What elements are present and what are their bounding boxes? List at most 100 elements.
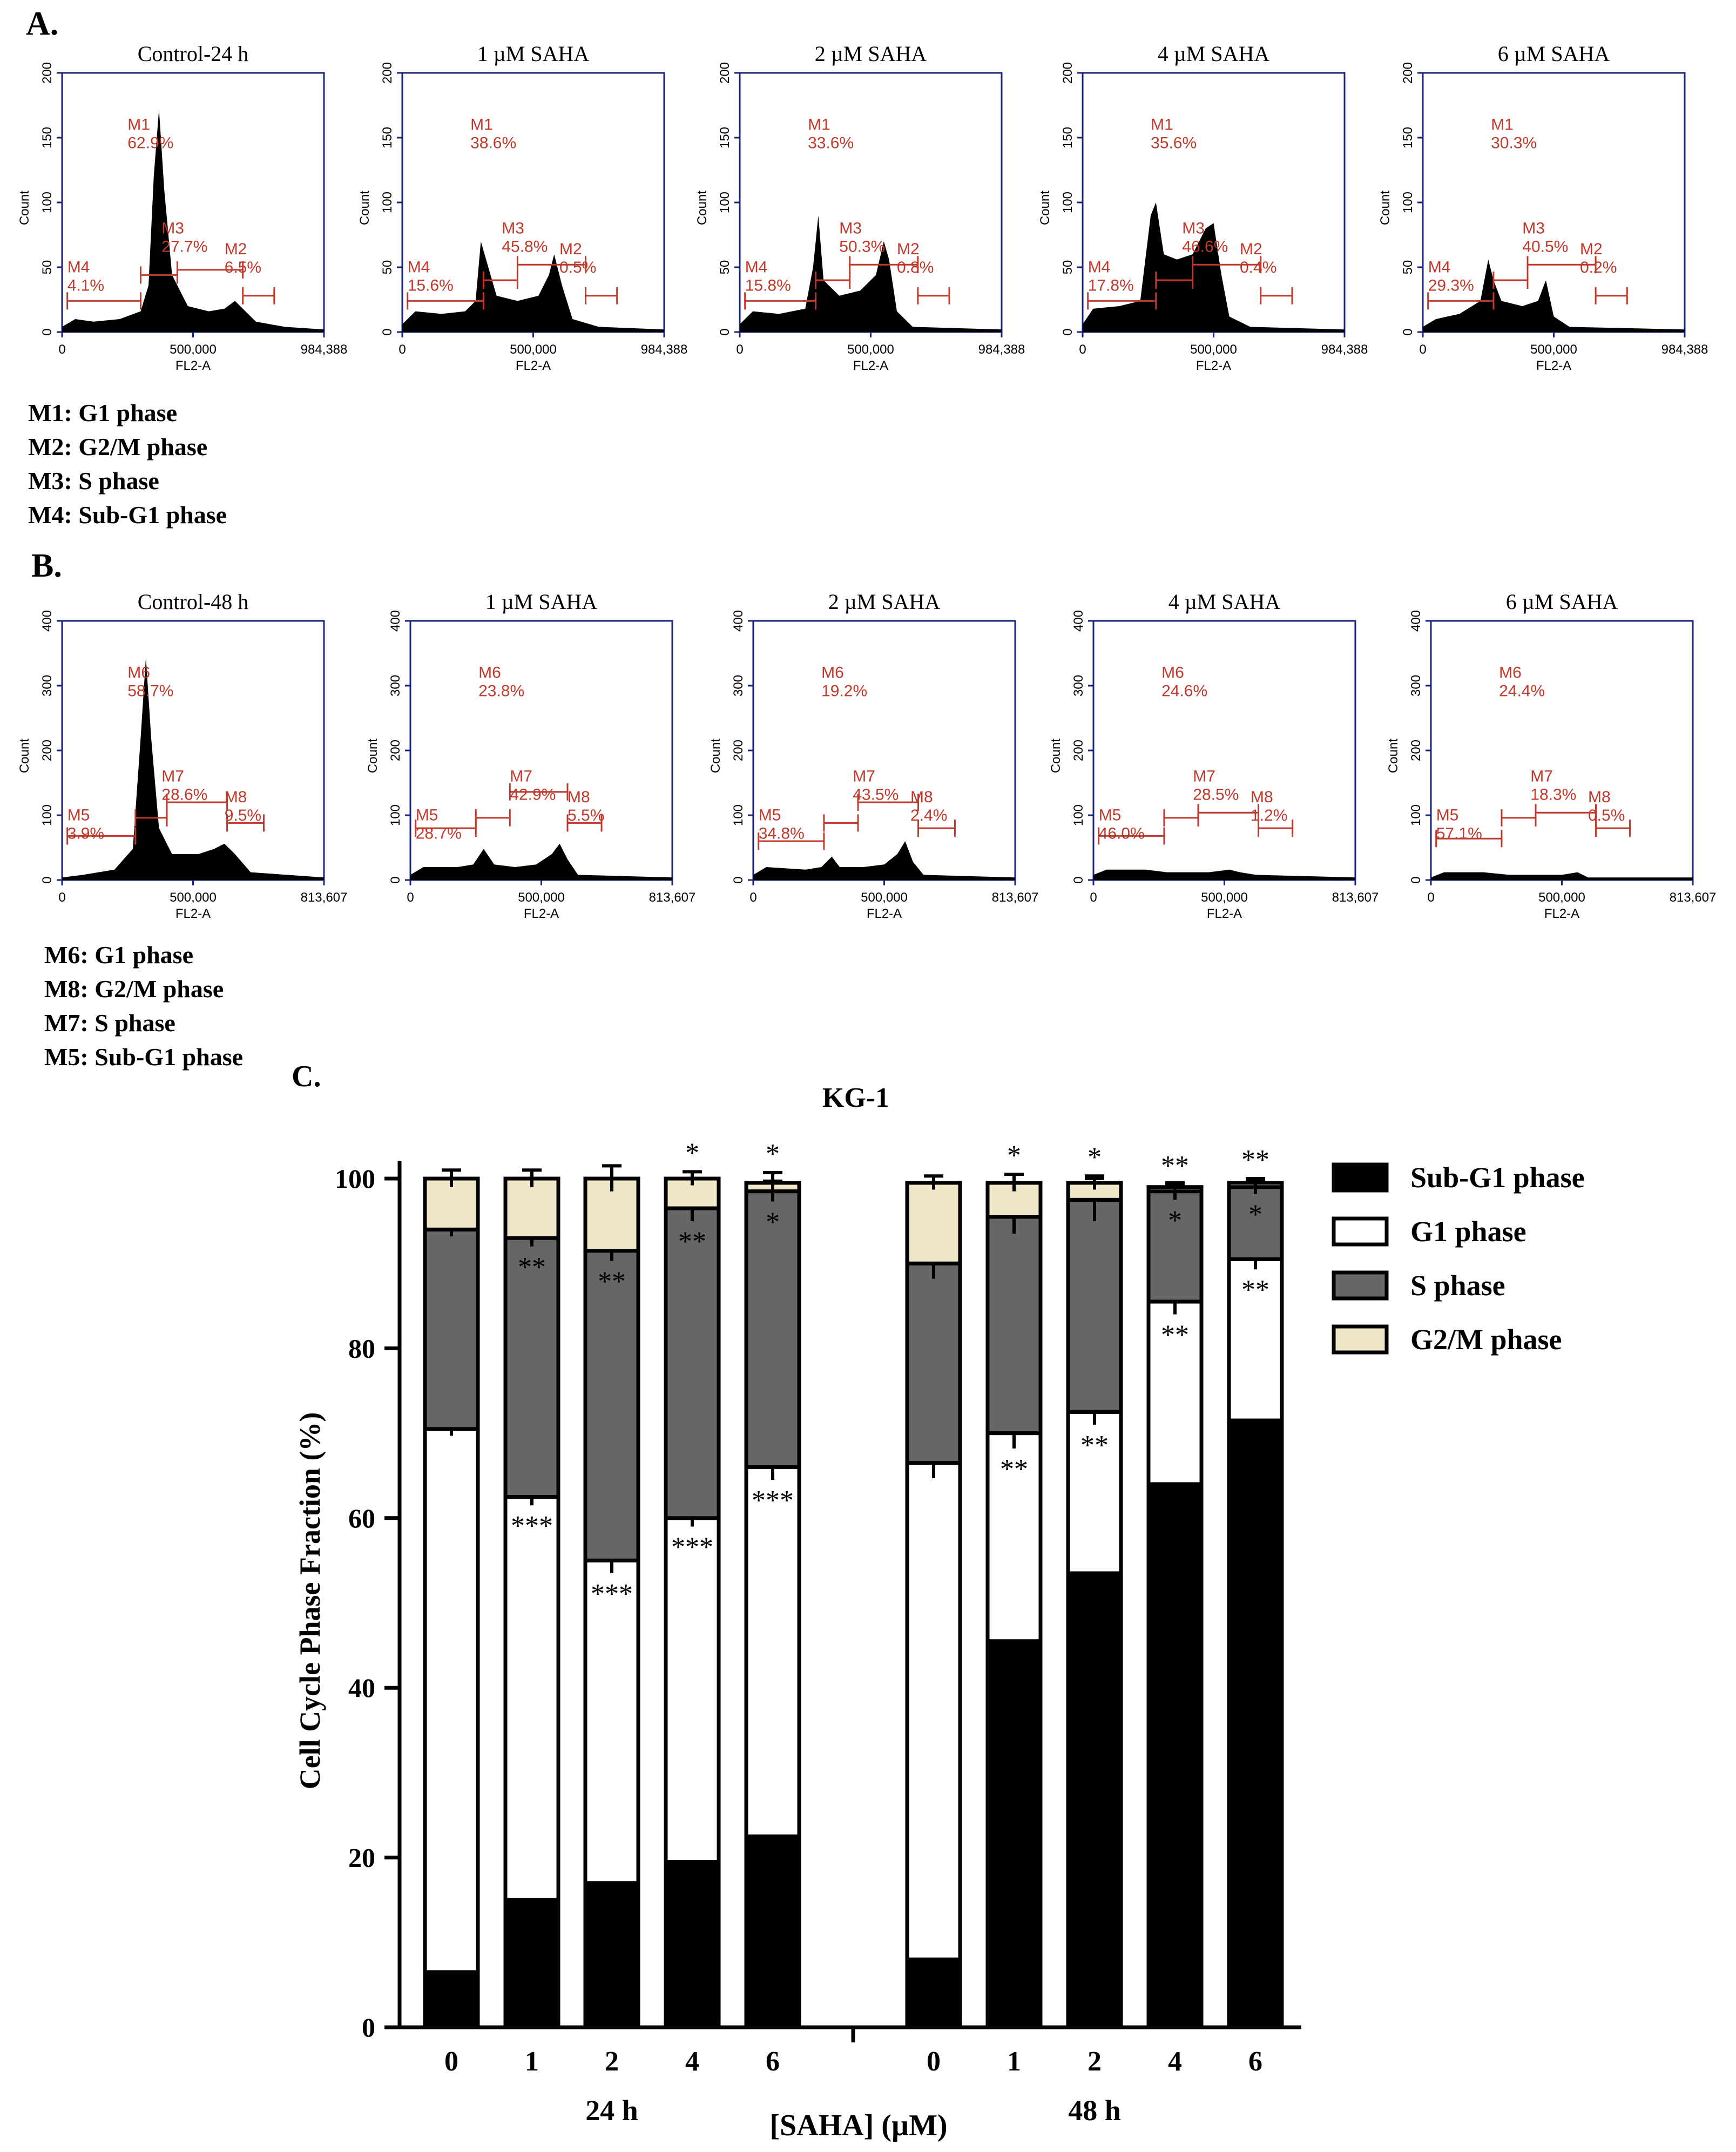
y-tick-label: 400 bbox=[1409, 610, 1423, 632]
x-tick-label: 500,000 bbox=[847, 342, 894, 357]
group-label: 24 h bbox=[585, 2094, 638, 2127]
x-tick-label: 0 bbox=[736, 342, 743, 357]
legend-line: M6: G1 phase bbox=[44, 941, 193, 969]
histogram-distribution bbox=[753, 841, 1015, 880]
legend-label: G1 phase bbox=[1410, 1215, 1526, 1248]
y-tick-label: 50 bbox=[40, 260, 55, 275]
bar-segment bbox=[1066, 1410, 1123, 1575]
gate-bracket bbox=[1427, 292, 1495, 310]
y-tick-label: 200 bbox=[388, 740, 403, 761]
histogram-title: 6 µM SAHA bbox=[1506, 590, 1618, 614]
legend-label: G2/M phase bbox=[1410, 1323, 1562, 1356]
gate-marker-percent: 0.5% bbox=[1588, 807, 1625, 824]
gate-marker-name: M1 bbox=[127, 116, 150, 134]
significance-mark: *** bbox=[671, 1532, 713, 1563]
significance-mark: *** bbox=[752, 1849, 794, 1879]
histogram-frame bbox=[61, 620, 325, 881]
significance-mark: *** bbox=[671, 1876, 713, 1906]
gate-marker-name: M2 bbox=[559, 240, 582, 258]
y-tick-label: 100 bbox=[388, 804, 403, 826]
gate-marker-percent: 38.6% bbox=[470, 134, 516, 152]
y-tick-label: 60 bbox=[348, 1503, 375, 1533]
y-axis-label: Cell Cycle Phase Fraction (%) bbox=[294, 1412, 326, 1790]
x-tick-label: 0 bbox=[1090, 890, 1097, 905]
x-tick-label: 984,388 bbox=[301, 342, 348, 357]
gate-bracket bbox=[1155, 272, 1194, 289]
gate-marker-percent: 24.4% bbox=[1499, 682, 1545, 700]
y-tick-label: 100 bbox=[1401, 192, 1415, 213]
histogram-distribution bbox=[1093, 869, 1355, 880]
bar-segment bbox=[744, 1834, 801, 2029]
bar-segment bbox=[985, 1639, 1043, 2029]
bar-segment bbox=[583, 1249, 640, 1562]
gate-marker-percent: 27.7% bbox=[161, 238, 207, 256]
x-tick-label: 984,388 bbox=[1661, 342, 1708, 357]
bar-segment bbox=[905, 1461, 962, 1961]
histogram-frame bbox=[1092, 620, 1356, 881]
gate-bracket bbox=[1098, 827, 1165, 845]
gate-marker-name: M4 bbox=[1088, 259, 1111, 276]
x-axis-label: FL2-A bbox=[1536, 358, 1571, 373]
x-tick-label: 500,000 bbox=[1530, 342, 1577, 357]
x-tick-label: 500,000 bbox=[170, 890, 217, 905]
bar-stack: ***** bbox=[1066, 1142, 1123, 2029]
histogram-title: Control-24 h bbox=[138, 42, 249, 66]
significance-mark: ** bbox=[1161, 1151, 1189, 1181]
gate-marker-percent: 5.5% bbox=[568, 807, 604, 824]
x-axis-label: FL2-A bbox=[867, 906, 902, 921]
histogram-row-b: Control-48 h 0 100 200 300 400 Count 0 500,000 81… bbox=[17, 590, 1716, 921]
gate-marker-percent: 62.9% bbox=[127, 134, 173, 152]
gate-bracket bbox=[917, 287, 950, 304]
significance-mark: ** bbox=[1080, 1430, 1109, 1461]
x-tick-label: 1 bbox=[525, 2046, 539, 2077]
gate-bracket bbox=[857, 794, 920, 811]
x-tick-label: 500,000 bbox=[518, 890, 565, 905]
x-tick-label: 4 bbox=[1168, 2046, 1182, 2077]
gate-marker-percent: 46.0% bbox=[1099, 825, 1145, 843]
gate-marker-percent: 0.4% bbox=[1240, 259, 1276, 276]
x-tick-label: 0 bbox=[749, 890, 756, 905]
x-axis-label: FL2-A bbox=[175, 906, 211, 921]
x-tick-label: 2 bbox=[605, 2046, 619, 2077]
x-tick-label: 984,388 bbox=[641, 342, 688, 357]
gate-marker-name: M1 bbox=[808, 116, 830, 134]
gate-marker-name: M7 bbox=[510, 768, 532, 786]
chart-title: KG-1 bbox=[822, 1082, 889, 1113]
gate-marker-name: M5 bbox=[759, 807, 781, 824]
gate-bracket bbox=[849, 256, 919, 274]
gate-bracket bbox=[1595, 287, 1628, 304]
y-tick-label: 100 bbox=[731, 804, 746, 826]
y-tick-label: 100 bbox=[1409, 804, 1423, 826]
gate-bracket bbox=[1260, 287, 1293, 304]
gate-bracket bbox=[166, 794, 228, 811]
bar-segment bbox=[1066, 1571, 1123, 2029]
significance-mark: * bbox=[1168, 1205, 1182, 1236]
gate-marker-name: M8 bbox=[568, 788, 590, 806]
legend-line: M7: S phase bbox=[44, 1009, 175, 1037]
y-axis-label: Count bbox=[366, 739, 380, 773]
x-axis-label: FL2-A bbox=[524, 906, 559, 921]
x-tick-label: 0 bbox=[927, 2046, 941, 2077]
y-tick-label: 0 bbox=[1401, 328, 1415, 335]
y-axis-label: Count bbox=[1386, 739, 1401, 773]
bar-segment bbox=[664, 1516, 721, 1864]
histogram-title: Control-48 h bbox=[138, 590, 249, 614]
x-tick-label: 500,000 bbox=[1201, 890, 1248, 905]
x-tick-label: 500,000 bbox=[510, 342, 557, 357]
gate-marker-name: M7 bbox=[853, 768, 875, 786]
gate-marker-percent: 19.2% bbox=[821, 682, 867, 700]
y-tick-label: 100 bbox=[335, 1163, 375, 1194]
histogram-title: 1 µM SAHA bbox=[485, 590, 598, 614]
bar-segment bbox=[503, 1495, 560, 1902]
y-axis-label: Count bbox=[17, 739, 32, 773]
x-axis-label: FL2-A bbox=[175, 358, 211, 373]
section-label-a: A. bbox=[26, 5, 58, 42]
y-tick-label: 200 bbox=[1401, 62, 1415, 84]
gate-marker-percent: 2.4% bbox=[910, 807, 947, 824]
y-tick-label: 400 bbox=[388, 610, 403, 632]
gate-marker-percent: 57.1% bbox=[1436, 825, 1482, 843]
gate-marker-percent: 40.5% bbox=[1522, 238, 1568, 256]
bar-stack bbox=[905, 1174, 962, 2029]
y-tick-label: 150 bbox=[1060, 127, 1075, 148]
